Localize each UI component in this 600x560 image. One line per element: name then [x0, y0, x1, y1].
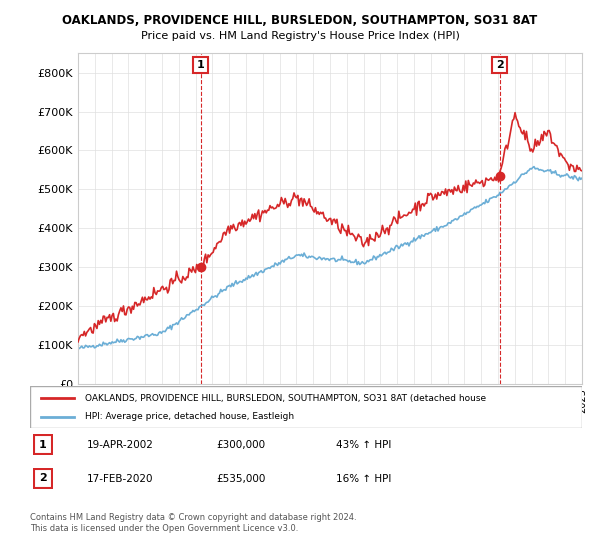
Text: 43% ↑ HPI: 43% ↑ HPI: [336, 440, 391, 450]
Text: 19-APR-2002: 19-APR-2002: [87, 440, 154, 450]
Text: 2: 2: [496, 60, 503, 70]
Text: 17-FEB-2020: 17-FEB-2020: [87, 474, 154, 484]
Text: OAKLANDS, PROVIDENCE HILL, BURSLEDON, SOUTHAMPTON, SO31 8AT (detached house: OAKLANDS, PROVIDENCE HILL, BURSLEDON, SO…: [85, 394, 487, 403]
Text: £535,000: £535,000: [216, 474, 265, 484]
Text: 1: 1: [39, 440, 47, 450]
Text: Price paid vs. HM Land Registry's House Price Index (HPI): Price paid vs. HM Land Registry's House …: [140, 31, 460, 41]
Text: HPI: Average price, detached house, Eastleigh: HPI: Average price, detached house, East…: [85, 412, 295, 421]
Text: 2: 2: [39, 473, 47, 483]
Text: 16% ↑ HPI: 16% ↑ HPI: [336, 474, 391, 484]
FancyBboxPatch shape: [34, 469, 52, 488]
Text: £300,000: £300,000: [216, 440, 265, 450]
Text: 1: 1: [197, 60, 205, 70]
Text: This data is licensed under the Open Government Licence v3.0.: This data is licensed under the Open Gov…: [30, 524, 298, 533]
Text: Contains HM Land Registry data © Crown copyright and database right 2024.: Contains HM Land Registry data © Crown c…: [30, 513, 356, 522]
Text: OAKLANDS, PROVIDENCE HILL, BURSLEDON, SOUTHAMPTON, SO31 8AT: OAKLANDS, PROVIDENCE HILL, BURSLEDON, SO…: [62, 14, 538, 27]
FancyBboxPatch shape: [30, 386, 582, 428]
FancyBboxPatch shape: [34, 435, 52, 454]
